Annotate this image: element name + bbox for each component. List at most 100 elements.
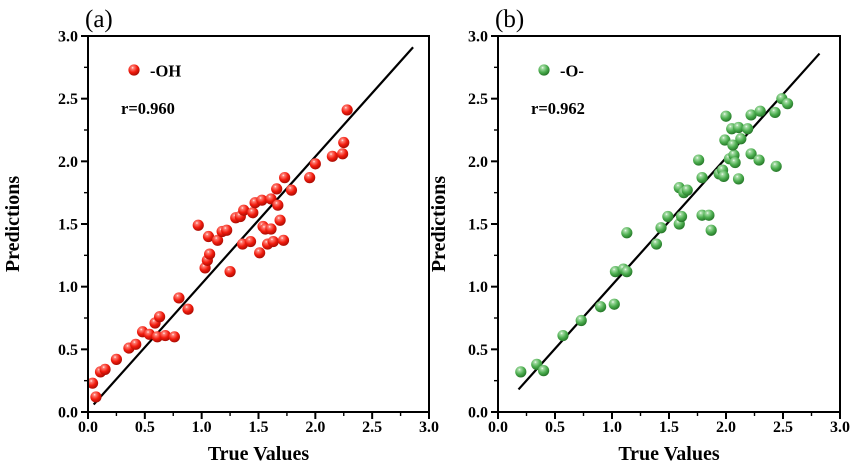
data-point xyxy=(256,194,268,206)
data-point xyxy=(703,209,715,221)
panel-a: 0.00.0 0.5 0.5 1.0 1.0 1.5 1.5 2.0 2.0 2.5 2.5 3.0 3… xyxy=(2,6,439,465)
correlation-annotation: r=0.960 xyxy=(121,99,175,118)
x-tick-label: 3.0 xyxy=(419,419,439,436)
y-tick-label: 1.0 xyxy=(468,279,488,296)
data-point xyxy=(182,303,194,315)
data-point xyxy=(742,123,754,135)
panel-b: 0.00.0 0.5 0.5 1.0 1.0 1.5 1.5 2.0 2.0 2.5 2.5 3.0 3… xyxy=(428,6,850,465)
data-point xyxy=(272,199,284,211)
x-tick-label: 0.5 xyxy=(545,419,565,436)
data-point xyxy=(267,235,279,248)
y-tick-label: 2.5 xyxy=(58,91,78,108)
data-point xyxy=(735,133,747,145)
data-point xyxy=(595,301,607,313)
data-point xyxy=(192,219,204,231)
data-point xyxy=(90,391,102,403)
data-point xyxy=(285,184,298,196)
y-tick-label: 1.0 xyxy=(58,279,78,296)
data-point xyxy=(754,105,766,117)
legend-marker-icon xyxy=(538,64,550,76)
y-tick-label: 1.5 xyxy=(58,217,78,234)
plot-frame xyxy=(87,35,430,413)
y-tick-label: 3.0 xyxy=(58,29,78,46)
y-tick-label: 0.0 xyxy=(468,405,488,422)
data-point xyxy=(753,154,765,166)
x-tick-label: 1.0 xyxy=(192,419,212,436)
data-point xyxy=(337,148,349,160)
data-point xyxy=(655,222,667,234)
scatter-series--OH xyxy=(86,104,353,403)
panel-label: (a) xyxy=(85,6,113,33)
x-tick-label: 1.5 xyxy=(659,419,679,436)
data-point xyxy=(720,110,732,122)
data-point xyxy=(309,158,321,170)
data-point xyxy=(168,331,180,343)
x-tick-label: 2.5 xyxy=(773,419,793,436)
data-point xyxy=(681,184,693,196)
data-point xyxy=(224,266,236,278)
data-point xyxy=(705,224,717,236)
x-tick-label: 2.0 xyxy=(716,419,736,436)
data-point xyxy=(693,154,705,166)
legend-label: -OH xyxy=(150,62,181,81)
data-point xyxy=(696,172,708,184)
data-point xyxy=(279,172,291,184)
y-tick-label: 2.0 xyxy=(58,154,78,171)
y-tick-label: 2.5 xyxy=(468,91,488,108)
data-point xyxy=(781,98,794,110)
data-point xyxy=(719,134,731,146)
data-point xyxy=(745,148,757,160)
correlation-annotation: r=0.962 xyxy=(531,99,585,118)
y-tick-label: 0.5 xyxy=(468,342,488,359)
data-point xyxy=(732,121,745,134)
data-point xyxy=(575,314,587,327)
x-tick-label: 0.0 xyxy=(488,419,508,436)
data-point xyxy=(675,210,688,223)
data-point xyxy=(159,329,171,342)
data-point xyxy=(718,170,730,182)
x-axis-title: True Values xyxy=(618,443,720,465)
data-point xyxy=(650,238,663,250)
data-point xyxy=(202,230,215,243)
x-tick-label: 1.0 xyxy=(602,419,622,436)
data-point xyxy=(304,172,316,184)
data-point xyxy=(254,247,266,259)
data-point xyxy=(770,160,782,172)
data-point xyxy=(238,204,250,216)
data-point xyxy=(557,329,569,342)
data-point xyxy=(244,235,257,248)
data-point xyxy=(338,136,350,149)
data-point xyxy=(130,338,142,350)
data-point xyxy=(86,377,99,389)
data-point xyxy=(732,173,745,185)
data-point xyxy=(277,234,290,246)
plot-frame xyxy=(497,35,841,413)
fit-line xyxy=(92,46,414,406)
data-point xyxy=(621,266,633,278)
data-point xyxy=(662,210,674,223)
y-axis-title: Predictions xyxy=(2,176,24,273)
data-point xyxy=(538,365,550,377)
data-point xyxy=(247,207,259,219)
y-axis-title: Predictions xyxy=(428,176,450,273)
data-point xyxy=(326,150,338,162)
legend-label: -O- xyxy=(560,62,584,81)
data-point xyxy=(99,363,111,375)
data-point xyxy=(341,104,353,116)
x-axis-title: True Values xyxy=(208,443,310,465)
x-tick-label: 0.5 xyxy=(135,419,155,436)
panel-label: (b) xyxy=(495,6,524,33)
data-point xyxy=(221,224,233,236)
data-point xyxy=(608,298,620,310)
data-point xyxy=(727,139,739,151)
y-tick-label: 0.5 xyxy=(58,342,78,359)
x-tick-label: 0.0 xyxy=(78,419,98,436)
x-tick-label: 2.0 xyxy=(305,419,325,436)
data-point xyxy=(274,214,286,226)
data-point xyxy=(204,248,216,260)
y-tick-label: 1.5 xyxy=(468,217,488,234)
data-point xyxy=(154,311,166,323)
